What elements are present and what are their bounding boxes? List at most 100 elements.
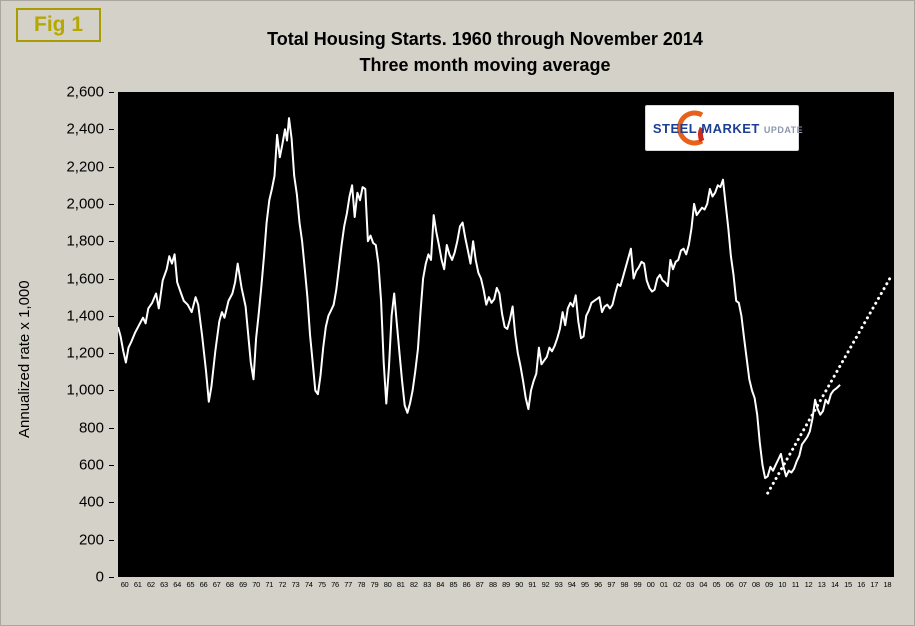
y-axis-ticks: 0 200 400 600 800 1,000 1,200 1,400 1,600 1,800 2,… bbox=[0, 84, 114, 586]
x-tick-label: 84 bbox=[436, 580, 445, 589]
y-tick-mark bbox=[109, 427, 114, 429]
x-tick-label: 68 bbox=[225, 580, 234, 589]
y-tick-mark bbox=[109, 465, 114, 467]
x-tick-label: 04 bbox=[699, 580, 708, 589]
logo-word-market: MARKET bbox=[701, 120, 760, 136]
x-tick-label: 74 bbox=[304, 580, 313, 589]
x-tick-label: 76 bbox=[331, 580, 339, 589]
y-tick-label: 800 bbox=[78, 419, 104, 437]
x-tick-label: 90 bbox=[515, 580, 524, 589]
x-tick-label: 79 bbox=[370, 580, 379, 589]
x-tick-label: 64 bbox=[173, 580, 182, 589]
logo-word-update: UPDATE bbox=[763, 124, 804, 135]
x-tick-label: 03 bbox=[686, 580, 694, 589]
x-tick-label: 80 bbox=[383, 580, 392, 589]
y-tick-label: 200 bbox=[78, 531, 104, 549]
y-tick-mark bbox=[109, 241, 114, 243]
x-tick-label: 09 bbox=[765, 580, 773, 589]
y-tick-label: 1,000 bbox=[66, 381, 104, 399]
x-tick-label: 65 bbox=[186, 580, 195, 589]
x-tick-label: 99 bbox=[633, 580, 642, 589]
x-tick-label: 06 bbox=[725, 580, 734, 589]
housing-starts-series-line bbox=[117, 117, 841, 480]
chart-title-line1: Total Housing Starts. 1960 through Novem… bbox=[267, 29, 703, 49]
x-tick-label: 05 bbox=[712, 580, 721, 589]
x-tick-label: 63 bbox=[160, 580, 168, 589]
x-tick-label: 00 bbox=[646, 580, 655, 589]
x-tick-label: 89 bbox=[502, 580, 510, 589]
x-tick-label: 93 bbox=[554, 580, 563, 589]
x-tick-label: 02 bbox=[673, 580, 681, 589]
y-tick-mark bbox=[109, 315, 114, 317]
y-tick-label: 2,200 bbox=[66, 158, 104, 176]
y-tick-mark bbox=[109, 166, 114, 168]
x-tick-label: 69 bbox=[239, 580, 247, 589]
x-tick-label: 07 bbox=[738, 580, 747, 589]
y-tick-label: 1,600 bbox=[66, 270, 104, 288]
y-tick-label: 600 bbox=[78, 456, 104, 474]
x-tick-label: 60 bbox=[120, 580, 129, 589]
x-tick-label: 73 bbox=[291, 580, 300, 589]
x-tick-label: 77 bbox=[344, 580, 353, 589]
y-tick-mark bbox=[109, 539, 114, 541]
x-tick-label: 66 bbox=[199, 580, 208, 589]
x-tick-label: 81 bbox=[396, 580, 405, 589]
x-axis-ticks: 60 61 62 63 64 65 66 67 68 69 70 71 72 73 74 75 76 77 78 79… bbox=[118, 580, 894, 596]
x-tick-label: 85 bbox=[449, 580, 458, 589]
figure-label: Fig 1 bbox=[16, 8, 102, 42]
x-tick-label: 83 bbox=[423, 580, 431, 589]
x-tick-label: 94 bbox=[567, 580, 576, 589]
trend-dotted-line bbox=[766, 274, 893, 495]
y-tick-label: 1,400 bbox=[66, 307, 104, 325]
y-tick-mark bbox=[109, 390, 114, 392]
y-tick-mark bbox=[109, 577, 114, 578]
y-tick-mark bbox=[109, 203, 114, 205]
x-tick-label: 98 bbox=[620, 580, 629, 589]
x-tick-label: 97 bbox=[607, 580, 616, 589]
x-tick-label: 78 bbox=[357, 580, 366, 589]
x-tick-label: 62 bbox=[147, 580, 155, 589]
x-tick-label: 96 bbox=[594, 580, 602, 589]
x-tick-label: 01 bbox=[659, 580, 668, 589]
x-tick-label: 71 bbox=[265, 580, 274, 589]
x-tick-label: 13 bbox=[817, 580, 826, 589]
y-tick-mark bbox=[109, 278, 114, 280]
x-tick-label: 82 bbox=[410, 580, 418, 589]
y-tick-label: 0 bbox=[95, 568, 104, 586]
x-tick-label: 12 bbox=[804, 580, 813, 589]
y-tick-mark bbox=[109, 92, 114, 93]
logo-swoosh-icon bbox=[677, 110, 705, 146]
x-tick-label: 86 bbox=[462, 580, 471, 589]
housing-starts-line-chart bbox=[117, 117, 893, 495]
x-tick-label: 17 bbox=[870, 580, 879, 589]
logo-text: STEEL MARKET UPDATE bbox=[653, 121, 803, 136]
x-tick-label: 70 bbox=[252, 580, 260, 589]
x-tick-label: 87 bbox=[475, 580, 484, 589]
x-tick-label: 10 bbox=[778, 580, 787, 589]
x-tick-label: 91 bbox=[528, 580, 537, 589]
chart-title: Total Housing Starts. 1960 through Novem… bbox=[70, 26, 900, 78]
x-tick-label: 75 bbox=[317, 580, 326, 589]
steel-market-update-logo: STEEL MARKET UPDATE bbox=[645, 105, 803, 151]
y-tick-label: 1,800 bbox=[66, 232, 104, 250]
logo-word-steel: STEEL bbox=[652, 120, 698, 136]
y-tick-label: 1,200 bbox=[66, 344, 104, 362]
x-tick-label: 08 bbox=[752, 580, 760, 589]
y-tick-mark bbox=[109, 129, 114, 131]
x-tick-label: 11 bbox=[791, 580, 799, 589]
x-tick-label: 14 bbox=[830, 580, 839, 589]
x-tick-label: 16 bbox=[857, 580, 865, 589]
x-tick-label: 92 bbox=[541, 580, 550, 589]
y-tick-mark bbox=[109, 502, 114, 504]
x-tick-label: 15 bbox=[844, 580, 852, 589]
x-tick-label: 67 bbox=[212, 580, 221, 589]
y-tick-label: 2,600 bbox=[66, 83, 104, 101]
y-tick-label: 2,400 bbox=[66, 120, 104, 138]
y-tick-label: 2,000 bbox=[66, 195, 104, 213]
x-tick-label: 88 bbox=[488, 580, 497, 589]
x-tick-label: 72 bbox=[278, 580, 287, 589]
y-tick-label: 400 bbox=[78, 493, 104, 511]
plot-area: STEEL MARKET UPDATE bbox=[117, 92, 894, 577]
y-tick-mark bbox=[109, 353, 114, 355]
x-tick-label: 95 bbox=[581, 580, 589, 589]
